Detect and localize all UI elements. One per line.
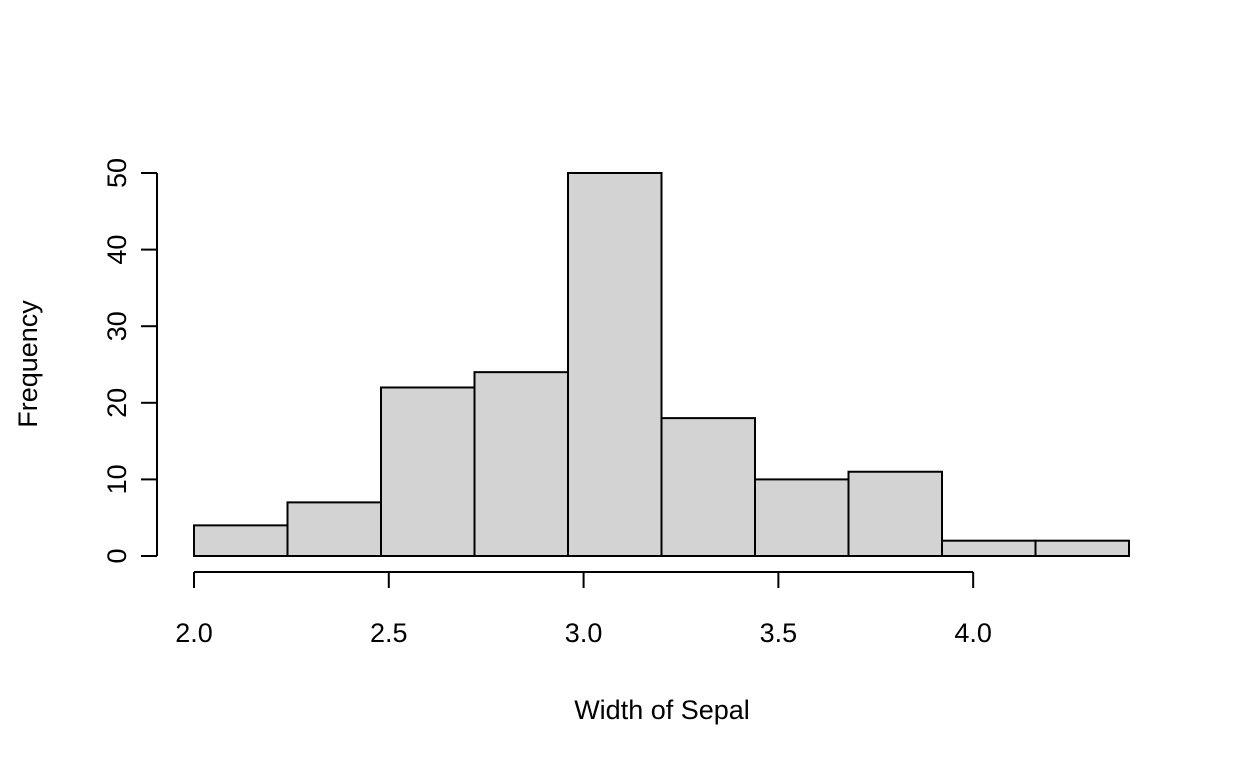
histogram-bar-7: [754, 478, 850, 557]
histogram-bar-3: [380, 386, 476, 558]
y-tick-label: 0: [102, 548, 132, 563]
y-axis-title: Frequency: [13, 300, 43, 428]
histogram-bar-6: [660, 417, 756, 557]
histogram-bar-1: [193, 524, 289, 557]
y-tick-label: 50: [102, 158, 132, 188]
bars-layer: [193, 172, 1130, 558]
y-tick-label: 20: [102, 388, 132, 418]
histogram-bar-2: [286, 501, 382, 558]
x-axis-title: Width of Sepal: [574, 695, 750, 725]
y-tick-label: 30: [102, 311, 132, 341]
x-axis: 2.0 2.5 3.0 3.5 4.0: [175, 571, 992, 648]
histogram-bar-8: [847, 470, 943, 557]
y-tick-label: 10: [102, 464, 132, 494]
y-tick-label: 40: [102, 235, 132, 265]
x-tick-label: 3.0: [565, 618, 603, 648]
x-tick-label: 3.5: [760, 618, 798, 648]
histogram-bar-10: [1034, 539, 1130, 557]
histogram-bar-5: [567, 172, 663, 557]
x-tick-label: 4.0: [954, 618, 992, 648]
x-tick-label: 2.5: [370, 618, 408, 648]
histogram-bar-4: [473, 371, 569, 557]
x-tick-label: 2.0: [175, 618, 213, 648]
y-axis: 0 10 20 30 40 50: [102, 158, 158, 564]
histogram-bar-9: [941, 539, 1037, 557]
